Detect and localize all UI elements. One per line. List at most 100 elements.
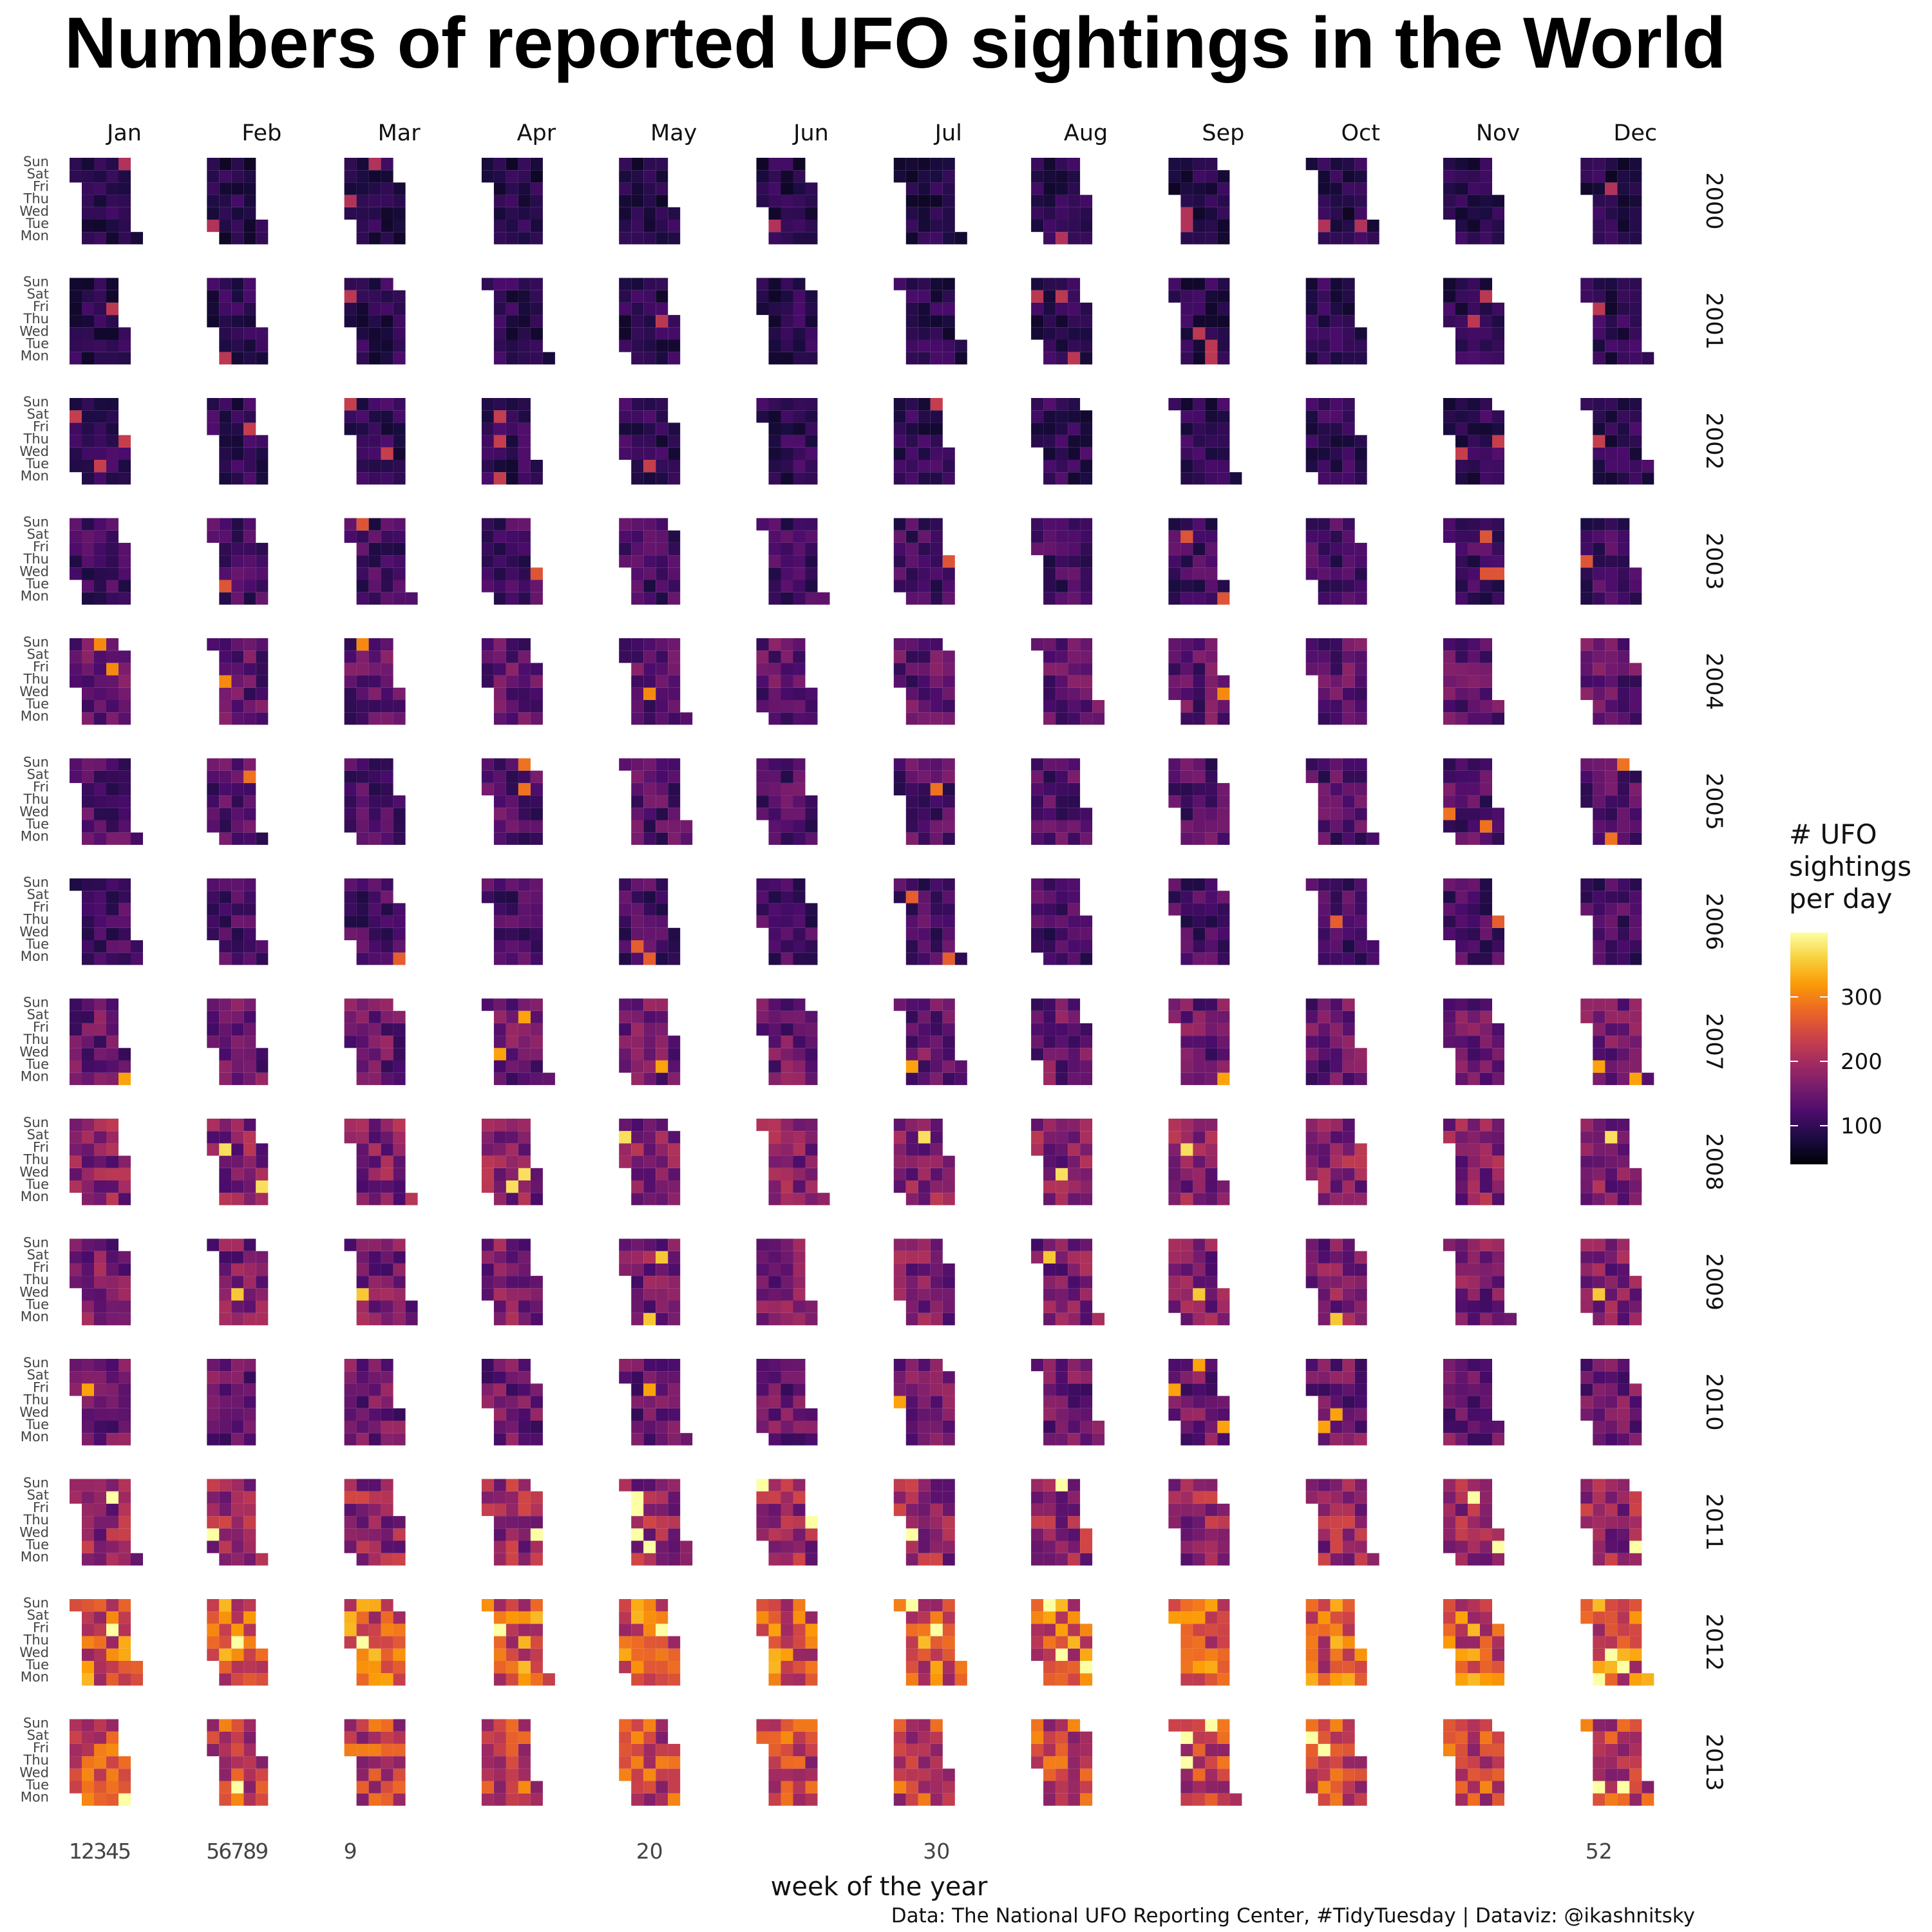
day-cell [94, 808, 106, 820]
day-cell [1068, 903, 1081, 916]
day-cell [207, 1143, 220, 1156]
day-cell [1217, 1516, 1230, 1529]
day-cell [643, 1528, 656, 1541]
day-cell [219, 1072, 232, 1085]
day-cell [1330, 1312, 1343, 1325]
day-cell [94, 1383, 106, 1396]
day-cell [668, 1503, 681, 1517]
day-cell [518, 1611, 531, 1624]
day-cell [506, 1408, 518, 1421]
day-cell [768, 1238, 781, 1251]
day-cell [231, 1131, 244, 1144]
day-cell [1593, 1048, 1605, 1061]
day-cell [1593, 1010, 1605, 1023]
day-cell [368, 1010, 381, 1023]
day-cell [1342, 518, 1355, 531]
day-cell [493, 927, 506, 940]
day-cell [1318, 891, 1331, 904]
day-cell [1468, 1661, 1480, 1674]
day-cell [70, 638, 82, 651]
day-cell [1318, 158, 1331, 171]
day-cell [518, 952, 531, 965]
day-cell [94, 1756, 106, 1769]
day-cell [793, 940, 806, 953]
day-cell [905, 158, 918, 171]
day-cell [506, 1756, 518, 1769]
day-cell [1168, 182, 1181, 195]
day-cell [1468, 1540, 1480, 1553]
day-cell [1354, 352, 1367, 365]
day-cell [506, 782, 518, 796]
day-cell [207, 795, 220, 808]
day-cell [918, 170, 931, 183]
day-cell [106, 158, 118, 171]
day-cell [781, 1312, 793, 1325]
day-cell [656, 952, 668, 965]
day-cell [768, 1371, 781, 1384]
day-cell [1480, 1155, 1492, 1168]
day-cell [1080, 1553, 1093, 1566]
day-cell [481, 758, 494, 771]
day-cell [518, 398, 531, 411]
day-cell [493, 170, 506, 183]
day-cell [1480, 1143, 1492, 1156]
day-cell [1492, 1143, 1504, 1156]
day-cell [1617, 518, 1630, 531]
day-cell [356, 1756, 369, 1769]
day-cell [668, 1383, 681, 1396]
day-cell [631, 1180, 644, 1193]
day-cell [356, 555, 369, 568]
day-cell [1617, 1421, 1630, 1434]
day-cell [1480, 1251, 1492, 1264]
day-cell [231, 1793, 244, 1806]
day-cell [756, 1491, 769, 1504]
day-cell [243, 278, 256, 290]
day-cell [1593, 580, 1605, 592]
day-cell [118, 1516, 131, 1529]
day-cell [668, 638, 681, 651]
day-cell [94, 1072, 106, 1085]
day-cell [930, 518, 943, 531]
day-cell [793, 998, 806, 1011]
day-cell [1180, 1396, 1193, 1408]
day-cell [1342, 1359, 1355, 1372]
day-cell [1318, 315, 1331, 328]
day-cell [1031, 1516, 1044, 1529]
day-cell [1193, 700, 1206, 713]
day-cell [70, 1060, 82, 1073]
day-cell [1480, 220, 1492, 232]
day-cell [106, 1288, 118, 1301]
day-cell [1217, 1023, 1230, 1036]
day-cell [106, 650, 118, 663]
day-cell [793, 1036, 806, 1048]
day-cell [631, 1528, 644, 1541]
day-cell [82, 1168, 94, 1180]
day-cell [1068, 220, 1081, 232]
day-cell [118, 1768, 131, 1781]
day-cell [1056, 770, 1068, 783]
day-cell [243, 1300, 256, 1313]
day-cell [481, 638, 494, 651]
day-cell [942, 1288, 955, 1301]
day-cell [1593, 1288, 1605, 1301]
day-cell [781, 687, 793, 700]
day-cell [256, 1060, 269, 1073]
day-cell [656, 518, 668, 531]
day-cell [506, 832, 518, 845]
day-cell [1593, 220, 1605, 232]
day-cell [82, 1383, 94, 1396]
day-cell [481, 422, 494, 435]
day-cell [118, 952, 131, 965]
day-cell [506, 1155, 518, 1168]
day-cell [1180, 795, 1193, 808]
day-cell [506, 1383, 518, 1396]
day-cell [1367, 832, 1379, 845]
weekday-label: Sat [27, 1728, 49, 1743]
day-cell [1617, 1503, 1630, 1517]
day-cell [506, 927, 518, 940]
day-cell [1318, 1648, 1331, 1661]
day-cell [243, 302, 256, 316]
day-cell [106, 1312, 118, 1325]
day-cell [668, 1048, 681, 1061]
day-cell [1492, 1238, 1504, 1251]
